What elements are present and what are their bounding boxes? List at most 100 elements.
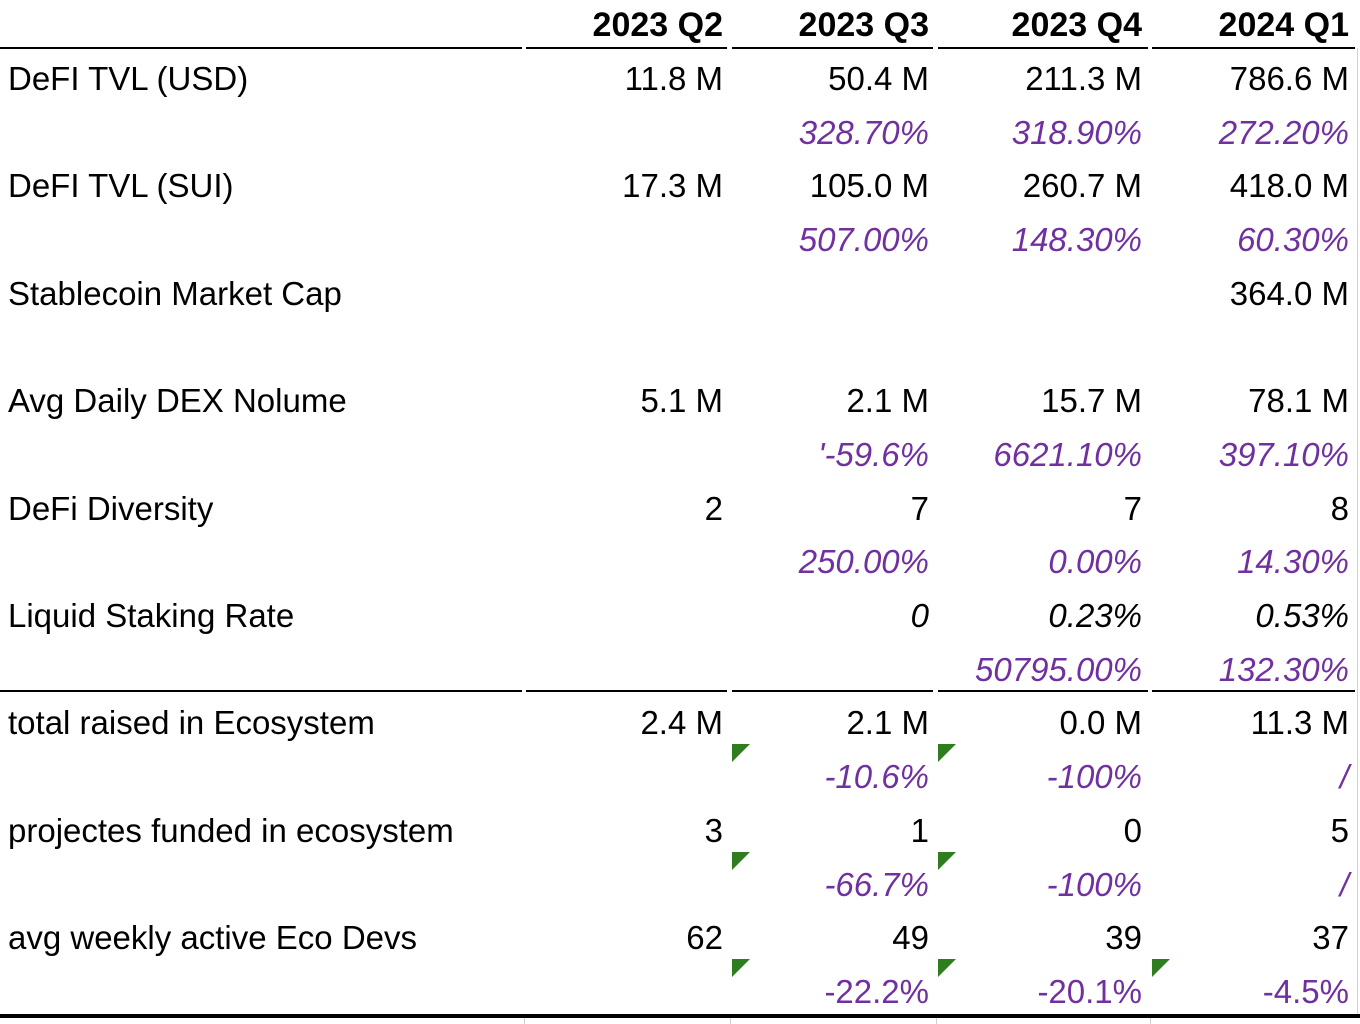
value-cell[interactable]: 1 bbox=[910, 811, 929, 849]
percent-change-cell[interactable] bbox=[526, 965, 727, 1019]
value-cell[interactable]: 17.3 M bbox=[622, 167, 723, 205]
value-cell[interactable]: 418.0 M bbox=[1229, 167, 1349, 205]
percent-change-cell[interactable] bbox=[526, 858, 727, 912]
percent-change-cell[interactable] bbox=[526, 750, 727, 804]
row-label[interactable]: DeFi Diversity bbox=[8, 489, 214, 527]
value-cell[interactable]: 0.23% bbox=[1048, 597, 1142, 634]
percent-change-cell[interactable] bbox=[732, 643, 933, 697]
comment-marker-icon[interactable] bbox=[732, 744, 750, 763]
percent-change-cell[interactable] bbox=[526, 428, 727, 482]
percent-change-cell[interactable]: 6621.10% bbox=[993, 435, 1142, 473]
row-label[interactable]: Liquid Staking Rate bbox=[8, 597, 295, 634]
percent-change-cell[interactable]: 250.00% bbox=[798, 543, 929, 581]
value-cell[interactable] bbox=[732, 267, 933, 321]
value-cell[interactable]: 50.4 M bbox=[828, 60, 929, 97]
value-cell[interactable]: 364.0 M bbox=[1229, 274, 1349, 312]
row-label[interactable] bbox=[8, 321, 522, 375]
value-cell[interactable]: 15.7 M bbox=[1041, 382, 1142, 420]
percent-change-cell[interactable] bbox=[732, 321, 933, 375]
value-cell[interactable]: 7 bbox=[1123, 489, 1142, 527]
row-label[interactable] bbox=[8, 535, 522, 589]
percent-change-cell[interactable]: 50795.00% bbox=[975, 650, 1142, 688]
row-label[interactable] bbox=[8, 965, 522, 1019]
percent-change-cell[interactable]: '-59.6% bbox=[818, 435, 929, 473]
value-cell[interactable] bbox=[526, 267, 727, 321]
percent-change-cell[interactable] bbox=[526, 643, 727, 697]
comment-marker-icon[interactable] bbox=[938, 958, 956, 977]
row-label[interactable] bbox=[8, 750, 522, 804]
value-cell[interactable]: 39 bbox=[1105, 919, 1142, 957]
percent-change-cell[interactable] bbox=[1152, 321, 1355, 375]
row-label[interactable] bbox=[8, 106, 522, 160]
row-label[interactable]: DeFI TVL (USD) bbox=[8, 60, 249, 97]
value-cell[interactable]: 105.0 M bbox=[809, 167, 929, 205]
value-cell[interactable]: 786.6 M bbox=[1229, 60, 1349, 97]
value-cell[interactable]: 0 bbox=[910, 597, 929, 634]
value-cell[interactable]: 11.8 M bbox=[624, 60, 723, 97]
row-label[interactable]: Avg Daily DEX Nolume bbox=[8, 382, 347, 420]
header-cell-2023-q2[interactable]: 2023 Q2 bbox=[592, 6, 723, 44]
value-cell[interactable]: 7 bbox=[910, 489, 929, 527]
percent-change-cell[interactable]: -100% bbox=[1046, 865, 1142, 903]
percent-change-cell[interactable]: / bbox=[1339, 758, 1349, 796]
percent-change-cell[interactable] bbox=[938, 321, 1148, 375]
percent-change-cell[interactable]: 132.30% bbox=[1218, 650, 1349, 688]
percent-change-cell[interactable]: 60.30% bbox=[1237, 221, 1349, 259]
value-cell[interactable]: 0 bbox=[1123, 811, 1142, 849]
value-cell[interactable]: 11.3 M bbox=[1250, 704, 1349, 742]
value-cell[interactable]: 5 bbox=[1330, 811, 1349, 849]
percent-change-cell[interactable]: 507.00% bbox=[798, 221, 929, 259]
value-cell[interactable]: 5.1 M bbox=[640, 382, 723, 420]
percent-change-cell[interactable]: 14.30% bbox=[1237, 543, 1349, 581]
percent-change-cell[interactable]: / bbox=[1339, 865, 1349, 903]
percent-change-cell[interactable]: 0.00% bbox=[1048, 543, 1142, 581]
row-label[interactable]: total raised in Ecosystem bbox=[8, 704, 375, 742]
percent-change-cell[interactable]: 328.70% bbox=[798, 113, 929, 151]
percent-change-cell[interactable]: -4.5% bbox=[1262, 972, 1349, 1010]
value-cell[interactable]: 8 bbox=[1330, 489, 1349, 527]
header-cell-2023-q4[interactable]: 2023 Q4 bbox=[1011, 6, 1142, 44]
value-cell[interactable]: 3 bbox=[704, 811, 723, 849]
value-cell[interactable]: 260.7 M bbox=[1022, 167, 1142, 205]
percent-change-cell[interactable]: -100% bbox=[1046, 758, 1142, 796]
header-cell-label[interactable] bbox=[8, 0, 522, 46]
percent-change-cell[interactable]: -20.1% bbox=[1037, 972, 1142, 1010]
percent-change-cell[interactable]: 272.20% bbox=[1218, 113, 1349, 151]
value-cell[interactable]: 2.1 M bbox=[846, 704, 929, 742]
value-cell[interactable]: 37 bbox=[1312, 919, 1349, 957]
value-cell[interactable] bbox=[938, 267, 1148, 321]
row-label[interactable]: projectes funded in ecosystem bbox=[8, 811, 454, 849]
header-cell-2023-q3[interactable]: 2023 Q3 bbox=[798, 6, 929, 44]
value-cell[interactable]: 2 bbox=[704, 489, 723, 527]
comment-marker-icon[interactable] bbox=[938, 744, 956, 763]
percent-change-cell[interactable]: -22.2% bbox=[824, 972, 929, 1010]
percent-change-cell[interactable] bbox=[526, 106, 727, 160]
value-cell[interactable]: 49 bbox=[892, 919, 929, 957]
row-label[interactable] bbox=[8, 643, 522, 697]
row-label[interactable] bbox=[8, 858, 522, 912]
row-label[interactable]: avg weekly active Eco Devs bbox=[8, 919, 418, 957]
value-cell[interactable]: 78.1 M bbox=[1248, 382, 1349, 420]
percent-change-cell[interactable] bbox=[526, 213, 727, 267]
percent-change-cell[interactable]: 148.30% bbox=[1011, 221, 1142, 259]
percent-change-cell[interactable]: 397.10% bbox=[1218, 435, 1349, 473]
value-cell[interactable]: 2.1 M bbox=[846, 382, 929, 420]
value-cell[interactable] bbox=[526, 589, 727, 643]
percent-change-cell[interactable]: 318.90% bbox=[1011, 113, 1142, 151]
row-label[interactable]: DeFI TVL (SUI) bbox=[8, 167, 234, 205]
row-label[interactable] bbox=[8, 428, 522, 482]
percent-change-cell[interactable]: -10.6% bbox=[824, 758, 929, 796]
percent-change-cell[interactable] bbox=[526, 321, 727, 375]
percent-change-cell[interactable] bbox=[526, 535, 727, 589]
comment-marker-icon[interactable] bbox=[938, 851, 956, 870]
comment-marker-icon[interactable] bbox=[732, 851, 750, 870]
comment-marker-icon[interactable] bbox=[1152, 958, 1170, 977]
value-cell[interactable]: 2.4 M bbox=[640, 704, 723, 742]
row-label[interactable] bbox=[8, 213, 522, 267]
header-cell-2024-q1[interactable]: 2024 Q1 bbox=[1218, 6, 1349, 44]
value-cell[interactable]: 0.53% bbox=[1255, 597, 1349, 634]
value-cell[interactable]: 0.0 M bbox=[1059, 704, 1142, 742]
value-cell[interactable]: 62 bbox=[686, 919, 723, 957]
row-label[interactable]: Stablecoin Market Cap bbox=[8, 274, 342, 312]
percent-change-cell[interactable]: -66.7% bbox=[824, 865, 929, 903]
